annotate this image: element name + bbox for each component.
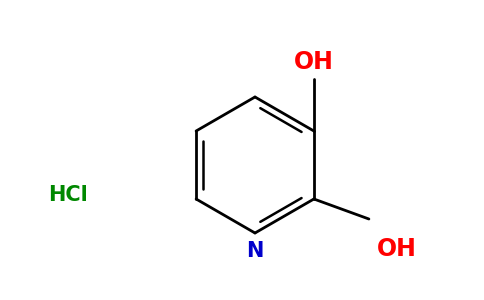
Text: OH: OH <box>294 50 334 74</box>
Text: HCl: HCl <box>48 185 88 205</box>
Text: OH: OH <box>377 237 417 261</box>
Text: N: N <box>246 241 264 261</box>
